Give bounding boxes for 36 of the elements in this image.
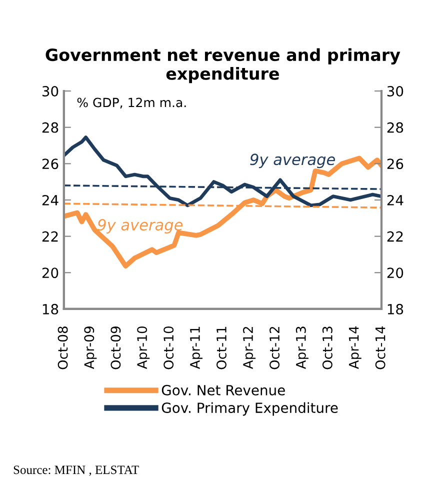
y-tick-label: 18	[42, 304, 58, 314]
y2-tick-label: 20	[387, 268, 404, 278]
y-tick-label: 24	[42, 194, 58, 206]
x-tick-label: Oct-10	[164, 326, 174, 370]
x-tick-label: Apr-14	[348, 326, 362, 370]
x-tick-label: Oct-12	[270, 326, 280, 370]
y-tick-label: 26	[42, 158, 58, 170]
annotation: 9y average	[98, 219, 183, 234]
y2-tick-label: 30	[387, 86, 404, 96]
y2-tick-label: 28	[387, 122, 404, 133]
x-tick-label: Apr-10	[137, 326, 150, 370]
y-tick-label: 20	[42, 268, 58, 278]
annotation: 9y average	[250, 154, 335, 168]
y2-tick-label: 26	[387, 158, 404, 170]
y2-tick-label: 22	[387, 231, 403, 242]
x-tick-label: Apr-13	[296, 326, 308, 370]
x-tick-label: Apr-11	[190, 326, 203, 370]
x-tick-label: Oct-09	[110, 326, 121, 370]
y-tick-label: 22	[42, 231, 58, 242]
line-series	[64, 156, 382, 269]
y-tick-label: 30	[42, 86, 58, 96]
x-tick-label: Apr-09	[84, 326, 97, 370]
y2-tick-label: 18	[388, 304, 404, 314]
source-note: Source: MFIN , ELSTAT	[14, 466, 139, 476]
chart-title: Government net revenue and primary expenditure	[46, 48, 400, 84]
x-tick-label: Apr-12	[243, 326, 256, 370]
x-tick-label: Oct-08	[58, 326, 68, 370]
legend-label: Gov. Net Revenue	[162, 384, 285, 396]
x-tick-label: Oct-14	[375, 326, 386, 370]
legend-label: Gov. Primary Expenditure	[162, 402, 338, 416]
y2-tick-label: 24	[387, 194, 404, 206]
annotation: % GDP, 12m m.a.	[77, 98, 186, 108]
x-tick-label: Oct-13	[322, 326, 332, 370]
y-tick-label: 28	[42, 122, 58, 133]
x-tick-label: Oct-11	[216, 326, 226, 370]
line-series	[64, 136, 382, 208]
